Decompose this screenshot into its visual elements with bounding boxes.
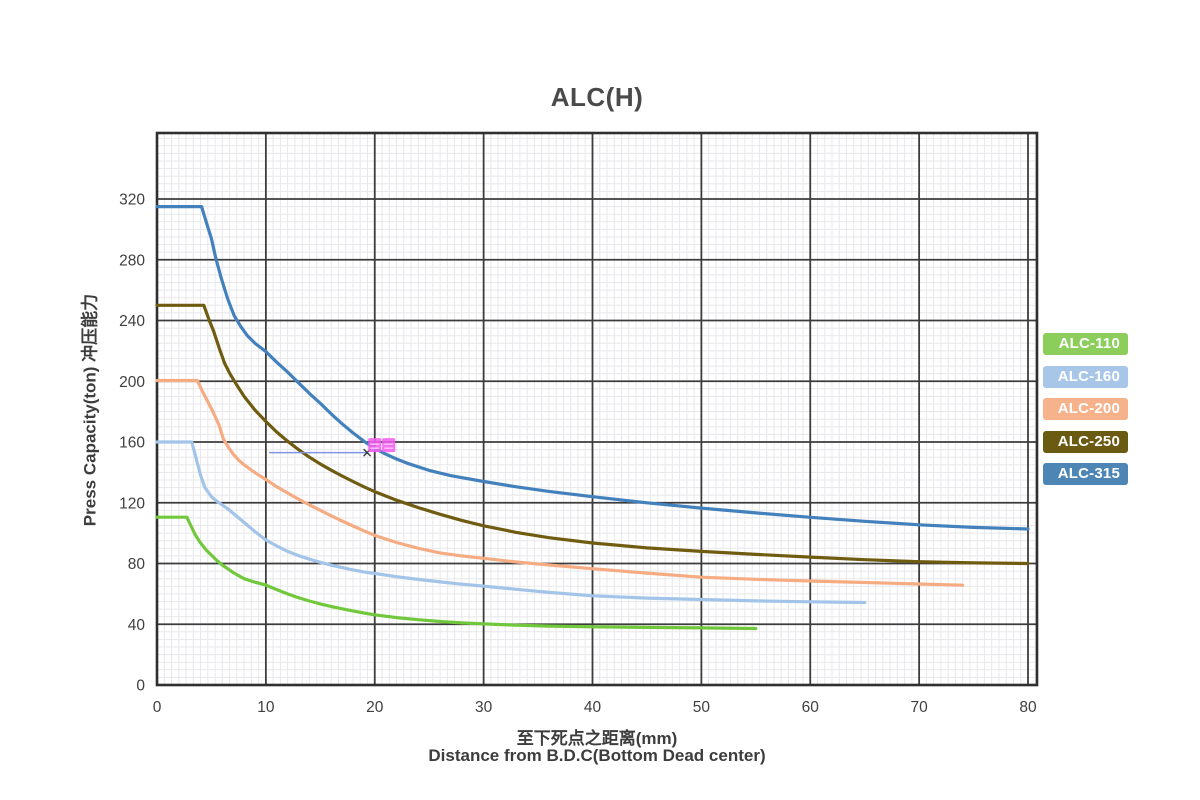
legend: ALC-110 ALC-160 ALC-200 ALC-250 ALC-315: [1043, 333, 1138, 485]
curve-alc-160: [155, 440, 867, 605]
x-tick-label: 60: [802, 699, 820, 716]
minor-gridlines: [156, 133, 1037, 686]
y-axis-title: Press Capacity(ton) 冲压能力: [80, 293, 100, 527]
magenta-highlight-glyph: [370, 443, 380, 449]
magenta-highlight-glyph: [384, 443, 394, 449]
y-tick-label: 0: [136, 678, 145, 695]
x-axis-title-chinese: 至下死点之距离(mm): [516, 729, 678, 748]
y-tick-label: 120: [119, 495, 145, 512]
y-tick-label: 40: [128, 617, 146, 634]
x-tick-label: 10: [257, 699, 275, 716]
y-tick-label: 240: [119, 313, 145, 330]
x-tick-label: 30: [475, 699, 493, 716]
x-tick-label: 70: [911, 699, 929, 716]
legend-chip-alc-315: ALC-315: [1043, 463, 1128, 485]
y-tick-label: 320: [119, 192, 145, 209]
plot-border: [155, 131, 1039, 687]
x-tick-label: 50: [693, 699, 711, 716]
x-tick-label: 20: [366, 699, 384, 716]
magenta-highlight-block: [368, 438, 382, 453]
legend-chip-alc-250: ALC-250: [1043, 430, 1128, 453]
curve-alc-110: [155, 515, 758, 631]
curve-alc-200: [155, 378, 965, 587]
legend-chip-alc-160: ALC-160: [1043, 365, 1128, 388]
x-tick-label: 0: [153, 699, 162, 716]
y-tick-label: 280: [119, 252, 145, 269]
y-tick-label: 80: [128, 556, 146, 573]
curve-alc-315: [155, 205, 1030, 531]
x-tick-label: 80: [1019, 699, 1037, 716]
y-tick-label: 200: [119, 374, 145, 391]
curve-alc-250: [155, 303, 1030, 566]
legend-chip-alc-110: ALC-110: [1043, 333, 1128, 355]
legend-chip-alc-200: ALC-200: [1043, 398, 1128, 420]
y-tick-label: 160: [119, 435, 145, 452]
x-axis-title-english: Distance from B.D.C(Bottom Dead center): [428, 746, 766, 765]
chart-title: ALC(H): [550, 82, 644, 112]
magenta-highlight-block: [382, 438, 396, 453]
x-tick-label: 40: [584, 699, 602, 716]
